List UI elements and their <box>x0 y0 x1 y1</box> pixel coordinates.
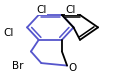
Text: Cl: Cl <box>4 28 14 38</box>
Text: Cl: Cl <box>66 5 76 15</box>
Text: Cl: Cl <box>36 5 46 15</box>
Text: Br: Br <box>12 61 24 71</box>
Text: O: O <box>69 63 77 73</box>
